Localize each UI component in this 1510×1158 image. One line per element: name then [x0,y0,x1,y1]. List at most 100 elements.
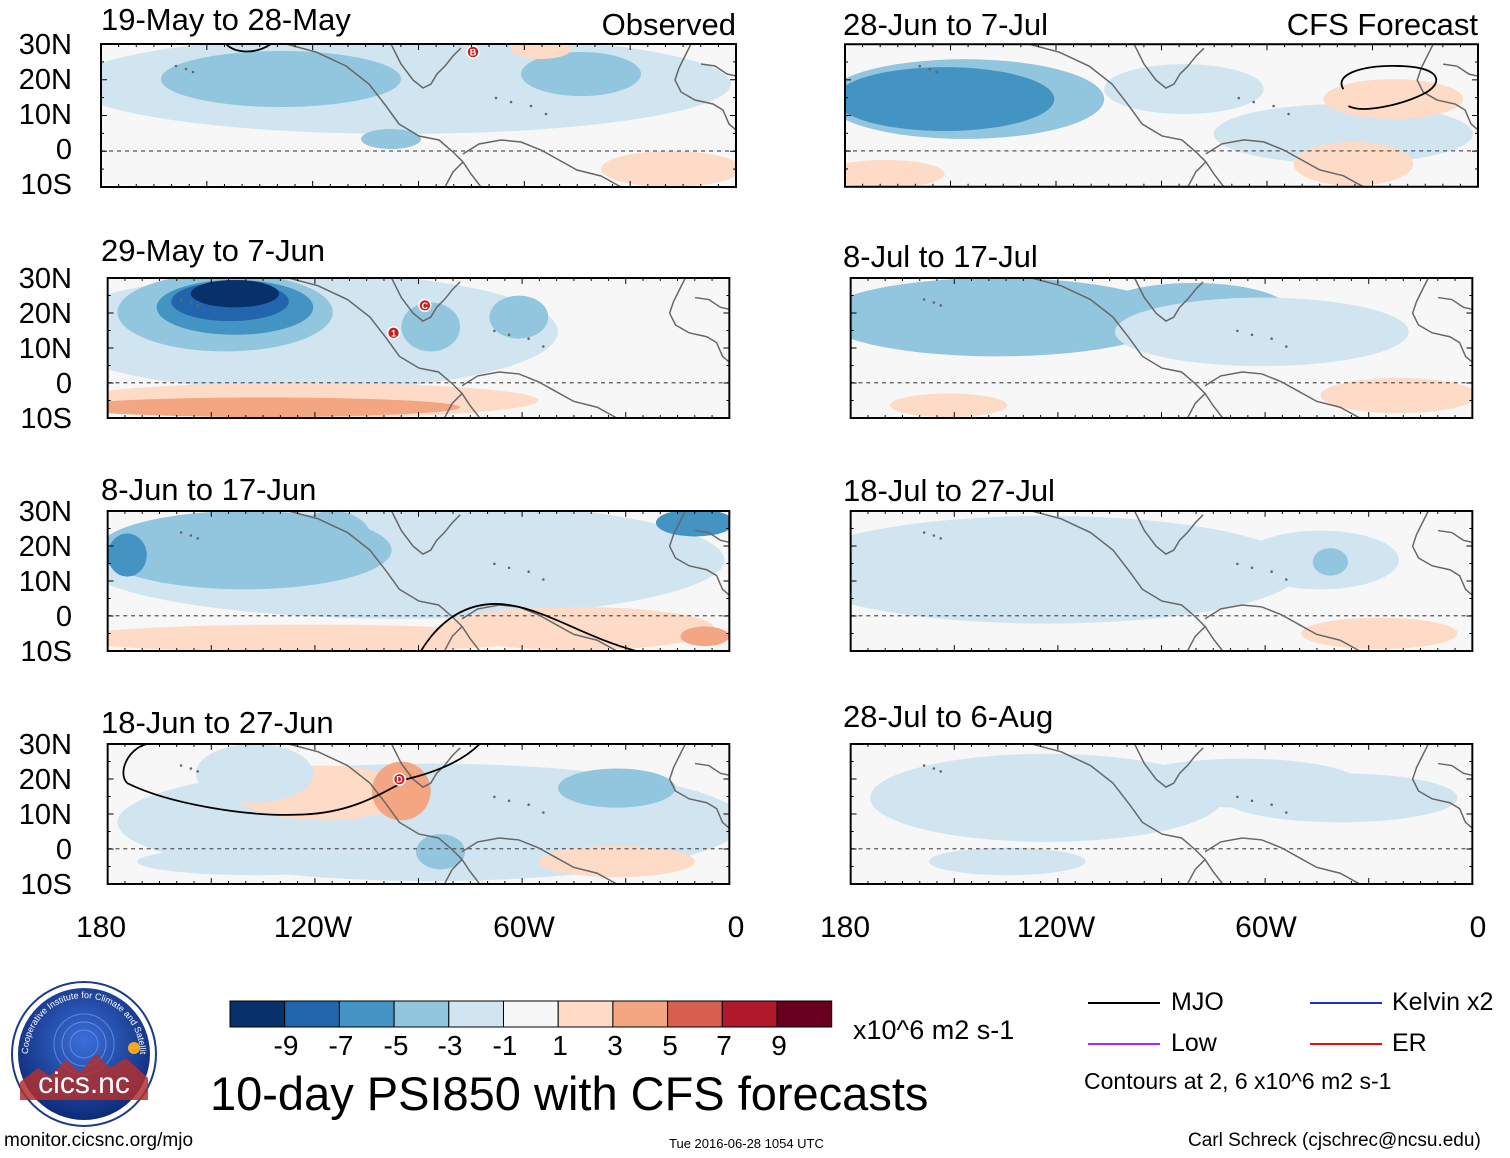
colorbar-box [721,1000,778,1028]
island [1285,811,1288,814]
coastline [462,139,622,187]
anomaly-region [680,626,730,647]
colorbar-box [503,1000,559,1028]
lat-label: 20N [18,764,72,796]
coastline [390,744,461,788]
legend-label-kelvin: Kelvin x2 [1392,988,1494,1016]
island [507,333,511,337]
anomaly-region [293,511,372,570]
island [527,337,530,340]
anomaly-region [190,279,279,308]
colorbar-tick: -5 [383,1030,409,1061]
storm-marker-icon [466,45,480,59]
lat-label: 10N [18,566,72,598]
anomaly-region [489,295,549,339]
island [191,70,195,74]
storm-marker-label: B [470,48,477,58]
storm-marker-label: D [396,775,402,785]
coastline [461,837,618,884]
coastline [1204,837,1361,884]
anomaly-region [538,845,696,878]
map-panel-2: C1 [106,277,731,419]
island [932,301,936,304]
anomaly-region [558,768,676,808]
coastline [1411,278,1473,363]
map-panel-6 [849,277,1474,419]
panel-title-5: 28-Jun to 7-Jul [843,7,1049,42]
island [542,578,545,581]
coastline [1133,744,1204,788]
colorbar-box [338,1000,395,1028]
legend-label-low: Low [1171,1029,1217,1057]
coastline [1186,393,1206,418]
island [939,770,943,773]
anomaly-region [361,129,421,149]
coastline [443,859,463,884]
island [1272,104,1275,108]
lat-label: 10S [20,869,72,901]
lat-label: 0 [55,601,72,633]
lon-label: 60W [493,911,555,944]
lat-label: 0 [55,134,72,166]
colorbar-box [229,1000,286,1028]
island [1250,333,1254,337]
coastline [1029,44,1225,187]
colorbar-box [393,1000,450,1028]
coastline [1133,278,1204,322]
anomaly-region [928,847,1086,876]
colorbar-tick: -9 [273,1030,299,1061]
mjo-contour [406,744,481,781]
anomaly-region [1323,79,1464,119]
colorbar-tick: 1 [552,1030,568,1061]
lat-label: 20N [18,64,72,96]
panel-title-2: 29-May to 7-Jun [101,233,325,268]
map-panel-8 [849,743,1474,885]
island [922,298,926,301]
island [1270,803,1273,806]
coastline [668,278,730,363]
coastline [461,604,618,651]
legend-label-er: ER [1392,1029,1427,1057]
coastline [1416,44,1478,131]
anomaly-region [845,67,1055,131]
lat-label: 20N [18,531,72,563]
island [189,767,193,770]
island [529,104,533,108]
legend-swatch-low [1088,1043,1160,1045]
coastline [1187,161,1207,187]
island [922,531,926,534]
lat-label: 30N [18,496,72,528]
anomaly-region [521,52,641,96]
colorbar-box [448,1000,505,1028]
coastline [288,278,481,418]
cics-logo: Cooperative Institute for Climate and Sa… [10,980,157,1127]
coastline [1186,626,1206,651]
island [1237,96,1241,100]
coastline [668,511,730,596]
legend-swatch-er [1310,1043,1382,1045]
anomaly-region [416,834,466,870]
mjo-contour [420,603,637,651]
anomaly-region [371,761,431,821]
island [493,562,496,566]
island [544,112,548,116]
island [935,70,939,74]
anomaly-region [1104,64,1264,115]
lon-label: 0 [727,911,745,944]
map-panel-3 [106,510,731,652]
storm-marker-icon [386,326,401,340]
map-panel-5 [844,43,1479,188]
lat-label: 10S [20,403,72,435]
footer-timestamp: Tue 2016-06-28 1054 UTC [669,1136,824,1151]
coastline [1437,296,1473,311]
colorbar-box [776,1000,833,1028]
lat-label: 0 [55,368,72,400]
island [1270,570,1273,573]
coastline [461,371,618,418]
island [494,96,498,100]
island [507,799,511,803]
island [939,304,943,307]
lon-label: 120W [1016,911,1096,944]
lat-label: 0 [55,834,72,866]
coastline [288,511,481,651]
